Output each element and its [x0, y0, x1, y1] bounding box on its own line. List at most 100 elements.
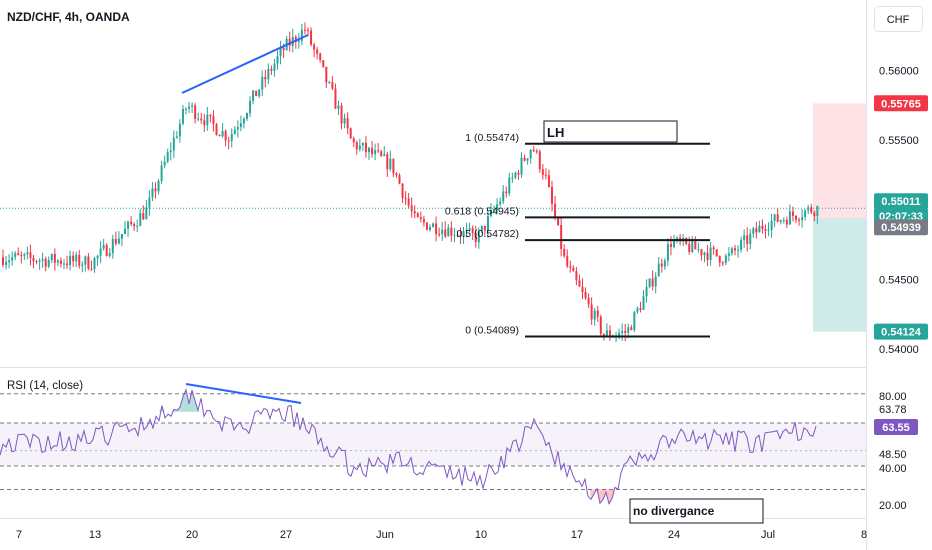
- price-tick-label: 0.54000: [879, 344, 919, 356]
- candle: [645, 279, 648, 303]
- rsi-tick-label: 20.00: [879, 500, 907, 512]
- candle: [66, 255, 69, 270]
- no-divergence-label: no divergance: [633, 504, 715, 518]
- candle: [401, 182, 404, 204]
- candle: [517, 170, 520, 180]
- price-tick-label: 0.54500: [879, 274, 919, 286]
- candle: [456, 231, 459, 238]
- candle: [737, 245, 740, 258]
- candle: [514, 171, 517, 180]
- candle: [816, 205, 819, 224]
- lh-label: LH: [547, 125, 564, 140]
- candle: [11, 251, 14, 266]
- candle: [17, 247, 20, 256]
- candle: [663, 258, 666, 270]
- candle: [654, 272, 657, 294]
- candle: [111, 234, 114, 259]
- fibonacci-retracement[interactable]: 1 (0.55474) 0.618 (0.54945) 0.5 (0.54782) 0…: [445, 132, 710, 338]
- candle: [2, 249, 4, 268]
- candle: [227, 136, 230, 150]
- candle: [712, 245, 715, 255]
- candle: [541, 164, 544, 180]
- date-tick-label: 13: [89, 529, 101, 541]
- candle: [358, 138, 361, 152]
- date-tick-label: 27: [280, 529, 292, 541]
- candle: [261, 70, 264, 96]
- price-axis[interactable]: 0.56000 0.55500 0.54500 0.54000: [879, 66, 919, 356]
- candle: [721, 260, 724, 267]
- candle: [310, 27, 313, 47]
- candle: [200, 113, 203, 124]
- candle: [50, 253, 53, 263]
- candle: [371, 140, 374, 158]
- candle: [566, 249, 569, 268]
- lh-label-box[interactable]: [543, 120, 678, 143]
- symbol-title: NZD/CHF, 4h, OANDA: [7, 10, 130, 24]
- candle: [236, 120, 239, 138]
- fib-level-label: 0 (0.54089): [465, 324, 519, 336]
- candle: [547, 169, 550, 188]
- candle: [203, 113, 206, 132]
- candle: [166, 148, 169, 164]
- fib-level-label: 0.5 (0.54782): [457, 228, 519, 240]
- candle: [136, 219, 139, 233]
- candle: [444, 221, 447, 239]
- date-tick-label: 8: [861, 529, 867, 541]
- candle: [392, 158, 395, 178]
- candle: [429, 224, 431, 232]
- candle: [316, 46, 319, 60]
- rsi-tick-label: 63.78: [879, 404, 907, 416]
- candle: [14, 251, 17, 261]
- candle: [724, 253, 727, 266]
- candle: [608, 325, 611, 341]
- candle: [697, 242, 700, 253]
- candle: [639, 301, 642, 313]
- candle: [480, 225, 483, 234]
- candle: [233, 125, 236, 135]
- candle: [38, 258, 41, 270]
- time-axis[interactable]: 7 13 20 27 Jun 10 17 24 Jul 8: [16, 529, 867, 541]
- candle: [419, 211, 422, 223]
- rsi-tick-label: 48.50: [879, 449, 907, 461]
- candle: [544, 168, 547, 180]
- candle: [249, 96, 252, 118]
- candle: [230, 128, 233, 148]
- candle: [185, 107, 187, 115]
- rsi-guide-lines: [0, 393, 866, 490]
- candle: [374, 143, 377, 161]
- target-price-badge-label: 0.54124: [881, 327, 922, 339]
- candle: [633, 310, 636, 333]
- stop-loss-zone[interactable]: [813, 103, 866, 219]
- candle: [313, 42, 316, 58]
- candle: [795, 214, 797, 224]
- candle: [575, 266, 578, 286]
- candle: [197, 112, 200, 122]
- candle: [773, 213, 776, 228]
- candle: [20, 251, 23, 264]
- candle: [29, 244, 32, 266]
- candle: [477, 227, 480, 249]
- candle: [84, 255, 87, 272]
- no-divergence-box[interactable]: [629, 498, 764, 524]
- candle: [706, 245, 709, 266]
- candle: [242, 117, 245, 129]
- candle: [438, 227, 441, 237]
- candle: [758, 220, 761, 233]
- candle: [130, 216, 133, 227]
- candle: [325, 66, 328, 89]
- take-profit-zone[interactable]: [813, 218, 866, 332]
- candle: [47, 256, 50, 269]
- candle: [169, 142, 172, 161]
- candle: [587, 293, 590, 309]
- candle: [755, 221, 758, 239]
- candle: [8, 254, 11, 269]
- candle: [361, 142, 364, 152]
- candle: [377, 143, 380, 153]
- rsi-lower-high-trendline[interactable]: [185, 383, 302, 404]
- price-higher-high-trendline[interactable]: [181, 34, 309, 94]
- currency-button[interactable]: [874, 6, 923, 32]
